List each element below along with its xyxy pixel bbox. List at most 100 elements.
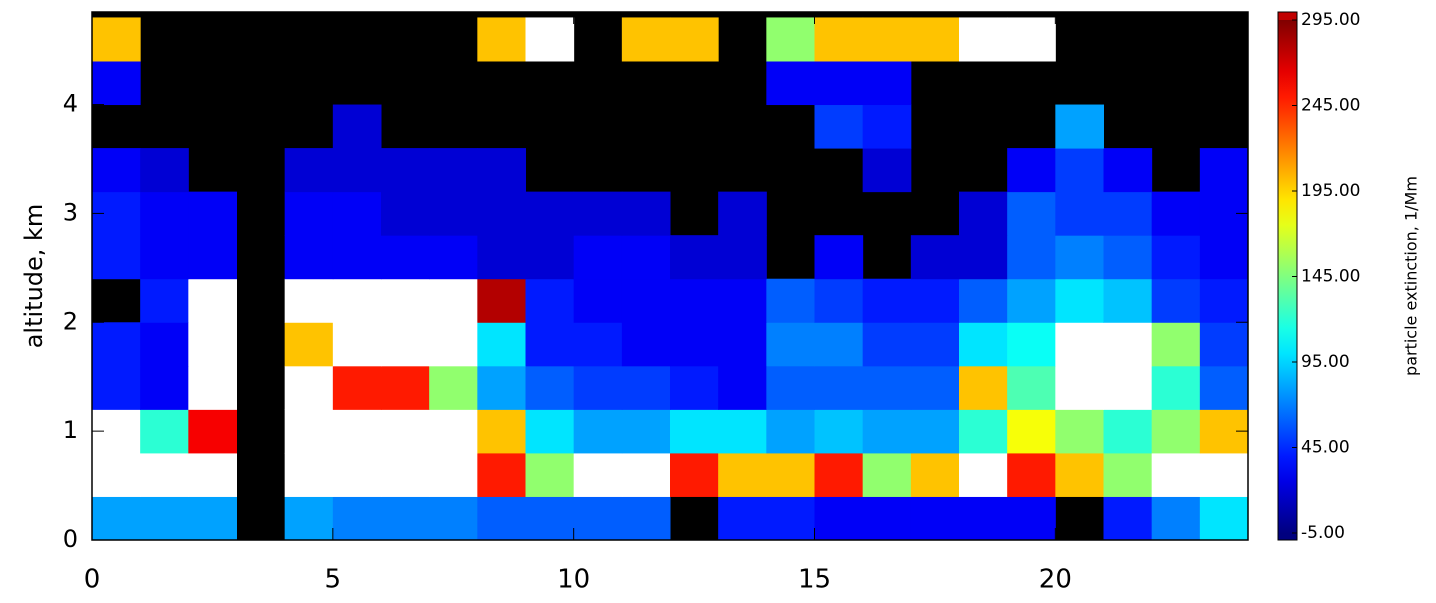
heat-cell	[814, 452, 864, 497]
heat-cell	[573, 235, 623, 280]
heat-cell	[1007, 191, 1056, 236]
heat-cell	[718, 365, 767, 410]
heat-cell	[670, 17, 719, 62]
heat-cell	[862, 452, 912, 497]
heat-cell	[814, 104, 864, 149]
y-tick-label: 3	[63, 198, 78, 226]
heat-cell	[814, 17, 864, 62]
heat-cell	[1151, 409, 1201, 454]
heat-cell	[1103, 452, 1153, 497]
heat-cell	[332, 322, 382, 367]
heat-cell	[1007, 496, 1056, 541]
heat-cell	[1151, 278, 1201, 323]
heat-cell	[959, 17, 1008, 62]
heat-cell	[1103, 322, 1153, 367]
heat-cell	[718, 452, 767, 497]
heat-cell	[1055, 409, 1104, 454]
heat-cell	[429, 235, 478, 280]
heat-cell	[284, 365, 334, 410]
heat-cell	[718, 278, 767, 323]
heat-cell	[1007, 17, 1056, 62]
colorbar-tick-label: 195.00	[1301, 181, 1360, 201]
heat-cell	[1055, 104, 1104, 149]
heat-cell	[910, 452, 960, 497]
heat-cell	[670, 452, 719, 497]
heat-cell	[718, 409, 767, 454]
heat-cell	[1007, 365, 1056, 410]
heat-cell	[1007, 322, 1056, 367]
heat-cell	[910, 17, 960, 62]
heat-cell	[381, 365, 430, 410]
heat-cell	[525, 278, 575, 323]
heat-cell	[332, 235, 382, 280]
heat-cell	[621, 17, 671, 62]
heat-cell	[381, 452, 430, 497]
colorbar-tick-label: 45.00	[1301, 438, 1350, 458]
heat-cell	[429, 496, 478, 541]
heat-cell	[718, 496, 767, 541]
heat-cell	[429, 191, 478, 236]
heat-cell	[477, 365, 526, 410]
heat-cell	[862, 409, 912, 454]
colorbar-tick-label: 145.00	[1301, 267, 1360, 287]
heat-cell	[188, 496, 237, 541]
heat-cell	[140, 235, 189, 280]
heat-cell	[140, 496, 189, 541]
heat-cell	[92, 17, 141, 62]
heat-cell	[814, 409, 864, 454]
heat-cell	[910, 235, 960, 280]
heat-cell	[381, 322, 430, 367]
heat-cell	[188, 365, 237, 410]
heat-cell	[284, 409, 334, 454]
y-tick-label: 4	[63, 90, 78, 118]
heat-cell	[525, 17, 575, 62]
heat-cell	[140, 191, 189, 236]
y-tick-label: 1	[63, 416, 78, 444]
heat-cell	[1007, 452, 1056, 497]
x-tick-label: 10	[557, 565, 590, 595]
heat-cell	[332, 148, 382, 193]
heat-cell	[670, 409, 719, 454]
heat-cell	[188, 409, 237, 454]
heat-cell	[477, 191, 526, 236]
heat-cell	[959, 452, 1008, 497]
heat-cell	[525, 322, 575, 367]
heat-cell	[862, 104, 912, 149]
heat-cell	[573, 452, 623, 497]
heat-cell	[477, 235, 526, 280]
heat-cell	[92, 322, 141, 367]
heat-cell	[381, 278, 430, 323]
heat-cell	[1055, 452, 1104, 497]
heat-cell	[670, 278, 719, 323]
heat-cell	[188, 235, 237, 280]
heat-cell	[284, 496, 334, 541]
heat-cell	[525, 409, 575, 454]
heat-cell	[1199, 496, 1249, 541]
heat-cell	[1007, 278, 1056, 323]
heat-cell	[1055, 235, 1104, 280]
y-axis-label: altitude, km	[20, 204, 48, 349]
heat-cell	[332, 496, 382, 541]
heat-cell	[284, 278, 334, 323]
heat-cell	[284, 235, 334, 280]
heat-cell	[1103, 365, 1153, 410]
heat-cell	[766, 322, 815, 367]
heat-cell	[477, 409, 526, 454]
x-tick-label: 15	[798, 565, 831, 595]
heat-cell	[959, 322, 1008, 367]
heat-cell	[1007, 235, 1056, 280]
heat-cell	[1103, 191, 1153, 236]
heat-cell	[188, 191, 237, 236]
heat-cell	[381, 148, 430, 193]
heat-cell	[670, 322, 719, 367]
heat-cell	[525, 365, 575, 410]
heat-cell	[814, 496, 864, 541]
heat-cell	[959, 409, 1008, 454]
heat-cell	[477, 148, 526, 193]
heat-cell	[1103, 496, 1153, 541]
heat-cell	[718, 191, 767, 236]
heat-cell	[140, 409, 189, 454]
heat-cell	[766, 409, 815, 454]
heat-cell	[621, 409, 671, 454]
